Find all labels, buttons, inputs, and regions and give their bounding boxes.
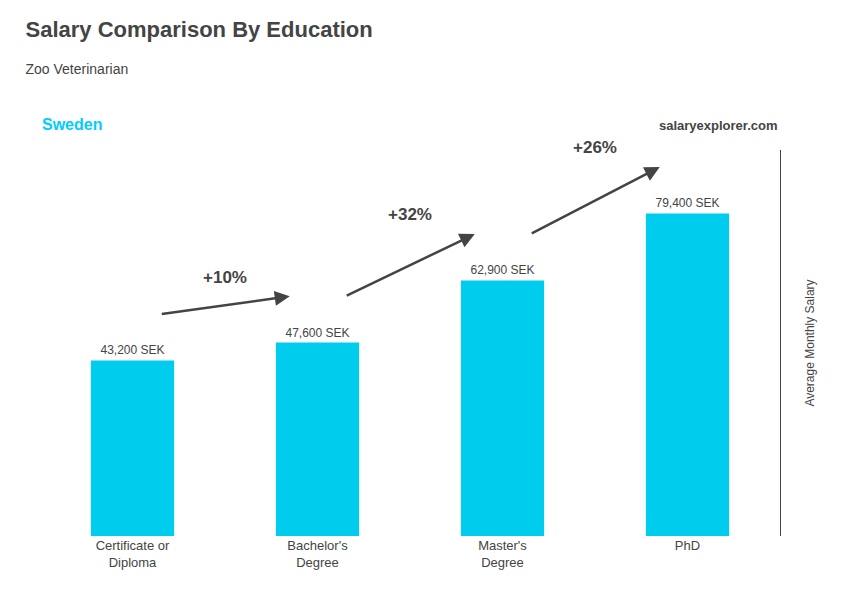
svg-text:+26%: +26% bbox=[573, 138, 617, 157]
svg-text:Master'sDegree: Master'sDegree bbox=[478, 538, 527, 570]
svg-text:Sweden: Sweden bbox=[42, 116, 102, 133]
svg-text:Bachelor'sDegree: Bachelor'sDegree bbox=[287, 538, 348, 570]
svg-text:PhD: PhD bbox=[675, 538, 700, 553]
svg-text:62,900 SEK: 62,900 SEK bbox=[470, 263, 534, 277]
svg-text:+32%: +32% bbox=[388, 205, 432, 224]
svg-text:Average Monthly Salary: Average Monthly Salary bbox=[803, 279, 817, 406]
svg-text:+10%: +10% bbox=[203, 268, 247, 287]
svg-text:79,400 SEK: 79,400 SEK bbox=[655, 196, 719, 210]
svg-text:Certificate orDiploma: Certificate orDiploma bbox=[96, 538, 170, 570]
svg-text:salaryexplorer.com: salaryexplorer.com bbox=[659, 118, 778, 133]
svg-text:Zoo Veterinarian: Zoo Veterinarian bbox=[26, 61, 129, 77]
svg-text:47,600 SEK: 47,600 SEK bbox=[285, 326, 349, 340]
svg-text:Salary Comparison By Education: Salary Comparison By Education bbox=[26, 17, 373, 42]
svg-text:43,200 SEK: 43,200 SEK bbox=[100, 343, 164, 357]
